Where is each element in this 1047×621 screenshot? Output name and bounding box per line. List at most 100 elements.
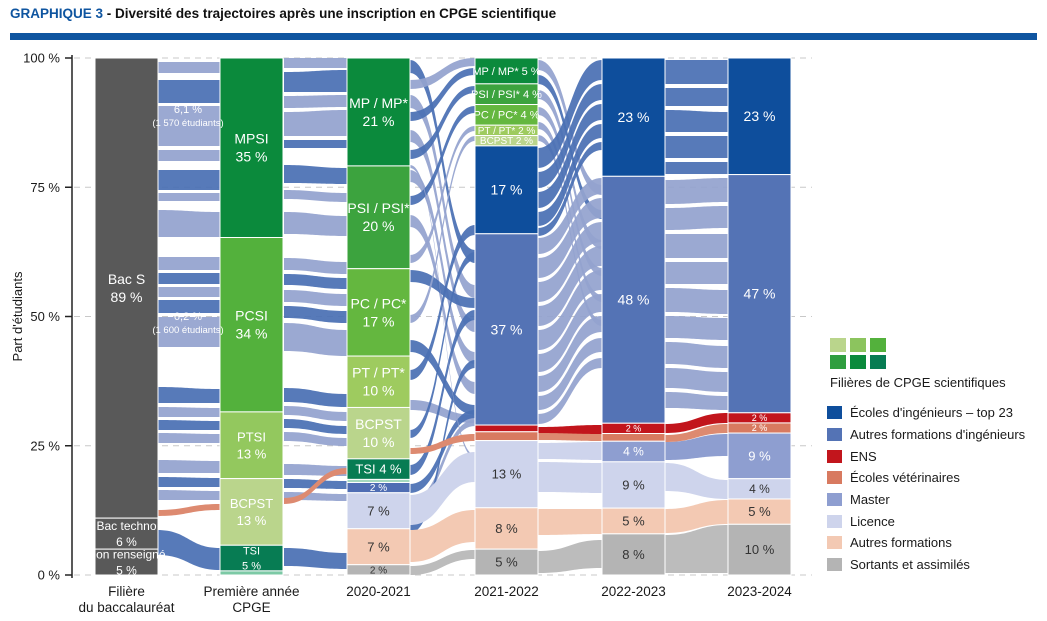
column-label: Filière: [108, 584, 145, 599]
segment-label: 13 %: [237, 446, 267, 461]
flow-ribbon: [538, 104, 602, 208]
flow-ribbon: [284, 419, 347, 434]
segment-label: 9 %: [622, 478, 645, 493]
flow-ribbon: [410, 340, 475, 415]
flow-ribbon: [538, 60, 602, 168]
flow-ribbon: [538, 198, 602, 278]
flow-ribbon: [284, 290, 347, 306]
figure-title: GRAPHIQUE 3 - Diversité des trajectoires…: [10, 6, 556, 21]
flow-ribbon: [157, 170, 220, 190]
flow-ribbon: [410, 170, 475, 364]
bar-segment: [219, 570, 284, 576]
bar-segment: [474, 424, 539, 433]
segment-label: 23 %: [618, 109, 650, 125]
flow-label: (1 600 étudiants): [152, 325, 223, 336]
flow-ribbon: [410, 420, 475, 508]
flow-ribbon: [284, 140, 347, 148]
flow-ribbon: [665, 500, 728, 533]
flow-ribbon: [665, 178, 728, 204]
bar-segment: [601, 433, 666, 442]
flow-ribbon: [410, 136, 475, 323]
flow-ribbon: [157, 490, 220, 500]
segment-label: 2 %: [626, 424, 642, 434]
cpge-swatch: [830, 338, 846, 352]
bar-segment: [219, 237, 284, 413]
legend-color-chip: [827, 493, 842, 507]
legend-label: ENS: [850, 448, 877, 464]
flow-ribbon: [410, 106, 475, 205]
segment-label: 5 %: [748, 504, 771, 519]
flow-ribbon: [538, 316, 602, 392]
segment-label: PSI / PSI*: [347, 200, 410, 216]
legend-color-chip: [827, 471, 842, 485]
segment-label: 47 %: [744, 286, 776, 302]
flow-ribbon: [538, 222, 602, 302]
legend-color-chip: [827, 514, 842, 528]
flow-ribbon: [410, 510, 475, 562]
segment-label: 48 %: [618, 292, 650, 308]
legend-color-chip: [827, 428, 842, 442]
segment-label: PC / PC*: [350, 295, 407, 311]
cpge-swatch: [830, 355, 846, 369]
segment-label: 4 %: [623, 445, 644, 459]
bar-segment: [219, 544, 284, 572]
segment-label: 10 %: [745, 542, 775, 557]
cpge-swatch: [850, 338, 866, 352]
bar-segment: [94, 548, 159, 576]
flow-ribbon: [665, 316, 728, 340]
flow-ribbon: [665, 288, 728, 314]
legend-color-chip: [827, 449, 842, 463]
flow-ribbon: [157, 210, 220, 237]
bar-segment: [219, 57, 284, 239]
segment-label: 2 %: [370, 483, 387, 494]
flow-ribbon: [665, 234, 728, 258]
bar-segment: [346, 268, 411, 357]
flow-ribbon: [157, 273, 220, 284]
segment-label: 2 %: [752, 423, 768, 433]
flow-ribbon: [284, 306, 347, 323]
cpge-swatch: [870, 355, 886, 369]
flow-ribbon: [410, 410, 475, 493]
flow-ribbon: [284, 70, 347, 92]
flow-ribbon: [157, 150, 220, 161]
y-tick-label: 0 %: [38, 568, 61, 583]
flow-ribbon: [665, 368, 728, 392]
column-label: 2021-2022: [474, 584, 539, 599]
segment-label: PSI / PSI* 4 %: [471, 89, 542, 101]
segment-label: 5 %: [116, 563, 137, 577]
flow-ribbon: [538, 246, 602, 326]
flow-ribbon: [410, 225, 475, 380]
column-label: 2022-2023: [601, 584, 666, 599]
bar-segment: [601, 533, 666, 576]
cpge-legend-title: Filières de CPGE scientifiques: [830, 375, 1006, 390]
legend-label: Écoles vétérinaires: [850, 470, 960, 486]
column-label: 2020-2021: [346, 584, 411, 599]
flow-ribbon: [410, 310, 475, 475]
legend-label: Autres formations d'ingénieurs: [850, 427, 1026, 443]
bar-segment: [219, 411, 284, 480]
column-label: Première année: [203, 584, 299, 599]
flow-ribbon: [665, 206, 728, 230]
title-rule: [10, 33, 1037, 40]
segment-label: 17 %: [363, 313, 395, 329]
bar-segment: [346, 165, 411, 270]
segment-label: 6 %: [116, 535, 137, 549]
flow-ribbon: [665, 88, 728, 106]
flow-ribbon: [157, 106, 220, 146]
segment-label: 13 %: [492, 467, 522, 482]
segment-label: 4 %: [749, 482, 770, 496]
legend-item: Sortants et assimilés: [827, 554, 1025, 576]
segment-label: 21 %: [363, 113, 395, 129]
title-separator: -: [103, 6, 116, 21]
y-axis-title: Part d'étudiants: [10, 271, 25, 361]
flow-ribbon: [157, 387, 220, 403]
flow-ribbon: [157, 530, 220, 570]
flow-ribbon: [157, 433, 220, 443]
legend-item: Licence: [827, 510, 1025, 532]
cpge-color-grid: [830, 338, 1040, 369]
flow-ribbon: [157, 504, 220, 516]
bar-segment: [474, 440, 539, 509]
flow-ribbon: [538, 75, 602, 219]
bar-segment: [727, 523, 792, 576]
